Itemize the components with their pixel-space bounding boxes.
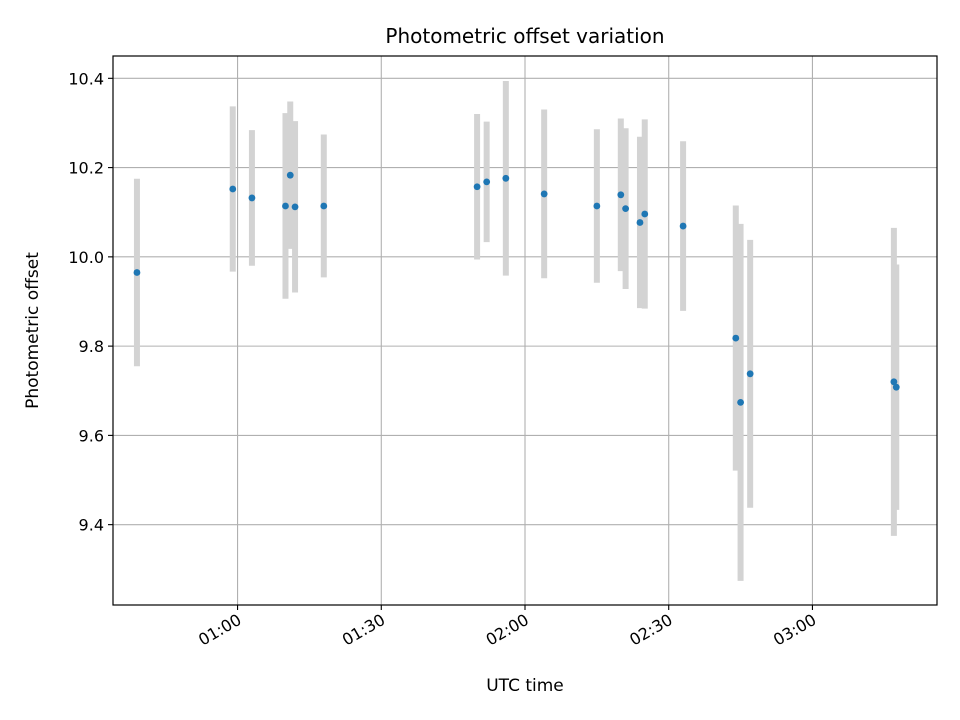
data-point bbox=[622, 205, 630, 213]
data-point bbox=[473, 183, 481, 191]
y-tick-label: 9.4 bbox=[79, 516, 104, 535]
data-point bbox=[679, 222, 687, 230]
x-axis-title: UTC time bbox=[486, 676, 564, 696]
x-tick-label: 01:00 bbox=[195, 610, 244, 650]
x-tick-label: 02:00 bbox=[483, 610, 532, 650]
data-point bbox=[291, 203, 299, 211]
y-axis-ticks: 9.4 9.6 9.8 10.0 10.2 10.4 bbox=[68, 69, 113, 535]
error-bars bbox=[133, 80, 900, 581]
data-point bbox=[636, 219, 644, 226]
y-tick-label: 9.8 bbox=[79, 337, 104, 356]
data-points bbox=[133, 171, 900, 406]
data-point bbox=[483, 178, 491, 186]
data-point bbox=[593, 202, 601, 210]
data-point bbox=[502, 174, 510, 182]
x-tick-label: 01:30 bbox=[339, 610, 388, 650]
data-point bbox=[133, 269, 141, 276]
data-point bbox=[641, 210, 649, 218]
data-point bbox=[248, 194, 256, 202]
x-tick-label: 02:30 bbox=[626, 610, 675, 650]
data-point bbox=[286, 171, 294, 179]
data-point bbox=[540, 190, 548, 198]
x-axis-ticks: 01:00 01:30 02:00 02:30 03:00 bbox=[195, 605, 819, 650]
chart-title: Photometric offset variation bbox=[385, 24, 664, 48]
y-tick-label: 10.4 bbox=[68, 69, 104, 88]
data-point bbox=[746, 370, 754, 378]
data-point bbox=[737, 398, 744, 406]
y-tick-label: 10.2 bbox=[68, 159, 104, 178]
grid bbox=[113, 56, 937, 605]
data-point bbox=[282, 202, 289, 210]
x-tick-label: 03:00 bbox=[770, 610, 819, 650]
data-point bbox=[890, 378, 898, 386]
data-point bbox=[320, 202, 328, 210]
y-tick-label: 10.0 bbox=[68, 248, 104, 267]
data-point bbox=[229, 185, 237, 193]
data-point bbox=[892, 383, 900, 391]
y-axis-title: Photometric offset bbox=[23, 252, 43, 409]
data-point bbox=[617, 191, 625, 199]
data-point bbox=[732, 334, 740, 342]
y-tick-label: 9.6 bbox=[79, 426, 104, 445]
